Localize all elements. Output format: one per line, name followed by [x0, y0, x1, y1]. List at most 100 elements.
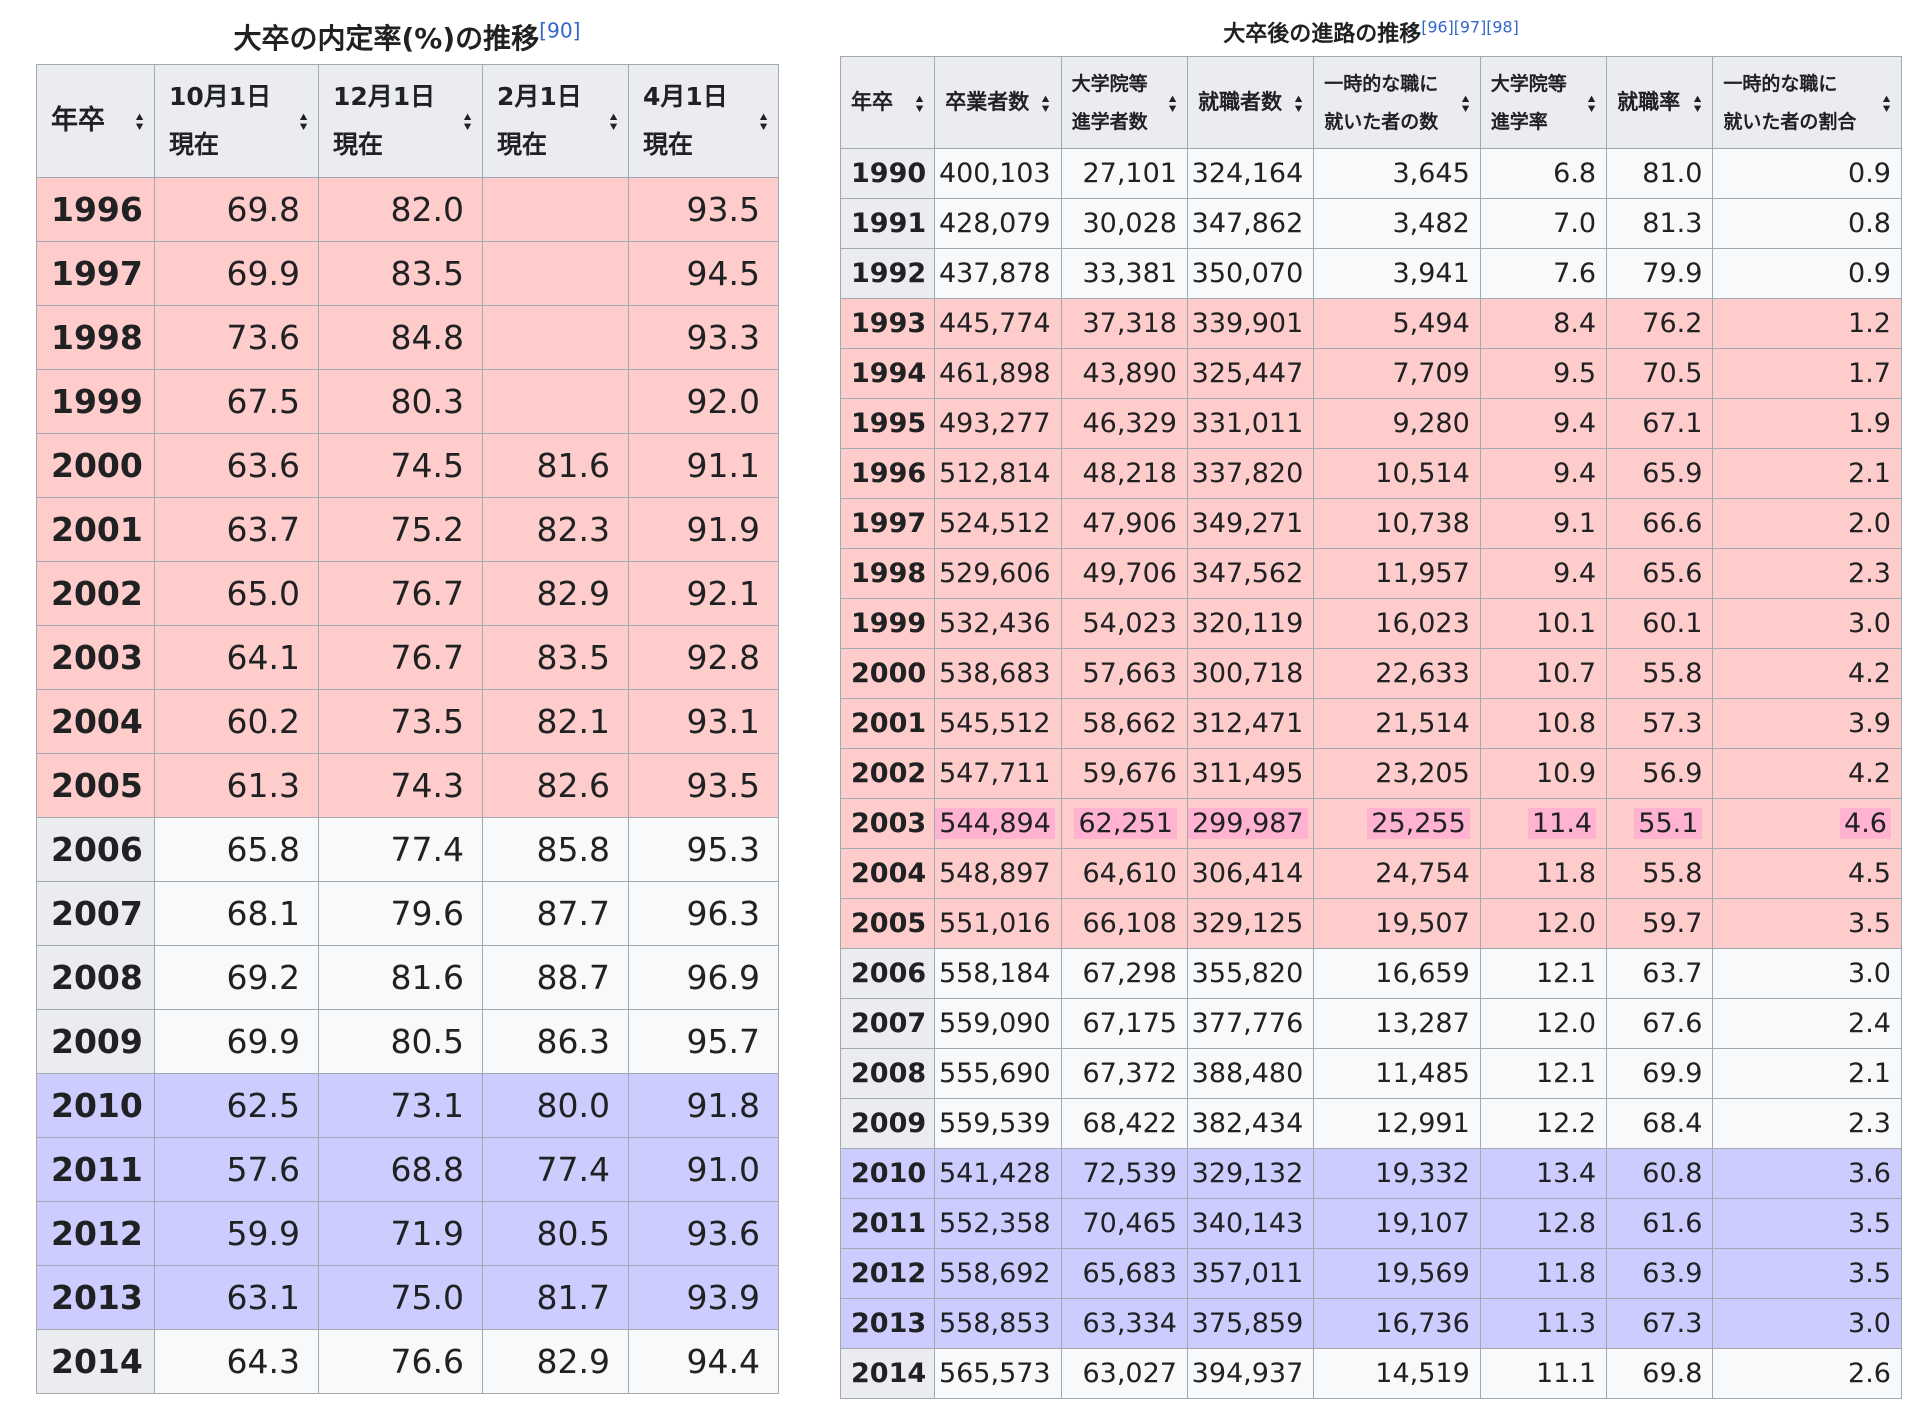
right-value-cell: 0.9 — [1712, 148, 1902, 199]
left-year-cell: 2008 — [36, 945, 155, 1010]
left-table-row: 1996 69.8 82.0 93.5 — [36, 177, 779, 242]
right-year-cell: 2013 — [839, 1298, 936, 1349]
left-value-cell: 94.5 — [628, 241, 779, 306]
right-value-text: 544,894 — [935, 808, 1055, 839]
left-header-col-0[interactable]: 年卒 ▲ ▼ — [36, 64, 155, 178]
right-table-row: 1999 532,436 54,023 320,119 16,023 10.1 60.1 3.… — [839, 598, 1902, 649]
right-value-cell: 388,480 — [1186, 1048, 1315, 1099]
right-value-cell: 13,287 — [1313, 998, 1481, 1049]
left-value-cell: 96.9 — [628, 945, 779, 1010]
right-value-cell: 7.0 — [1479, 198, 1608, 249]
right-header-text: 就いた者の数 — [1324, 110, 1439, 133]
left-value-cell: 73.6 — [154, 305, 319, 370]
left-header-text: 4月1日 — [643, 82, 728, 111]
sort-icon[interactable]: ▲ ▼ — [463, 111, 472, 131]
right-value-cell: 59.7 — [1606, 898, 1714, 949]
left-value-cell: 81.6 — [482, 433, 629, 498]
left-table-row: 1999 67.5 80.3 92.0 — [36, 369, 779, 434]
left-value-cell: 93.9 — [628, 1265, 779, 1330]
right-header-col-5[interactable]: 大学院等 進学率 ▲ ▼ — [1479, 56, 1608, 149]
right-value-cell: 55.1 — [1606, 798, 1714, 849]
left-value-cell — [482, 305, 629, 370]
left-table-ref-link[interactable]: [90] — [539, 18, 581, 43]
right-value-cell: 558,692 — [934, 1248, 1062, 1299]
right-header-col-2[interactable]: 大学院等 進学者数 ▲ ▼ — [1060, 56, 1188, 149]
sort-icon[interactable]: ▲ ▼ — [609, 111, 618, 131]
right-header-text: 就いた者の割合 — [1723, 110, 1857, 133]
right-year-cell: 1995 — [839, 398, 936, 449]
sort-icon[interactable]: ▲ ▼ — [1882, 92, 1891, 113]
right-value-cell: 558,184 — [934, 948, 1062, 999]
left-value-cell: 80.5 — [482, 1201, 629, 1266]
left-value-cell: 82.3 — [482, 497, 629, 562]
left-value-cell: 96.3 — [628, 881, 779, 946]
right-header-col-4[interactable]: 一時的な職に 就いた者の数 ▲ ▼ — [1313, 56, 1481, 149]
sort-icon[interactable]: ▲ ▼ — [915, 92, 924, 113]
right-table-row: 2008 555,690 67,372 388,480 11,485 12.1 69.9 2.… — [839, 1048, 1902, 1099]
left-value-cell: 94.4 — [628, 1329, 779, 1394]
left-year-cell: 2003 — [36, 625, 155, 690]
right-table-ref-links[interactable]: [96][97][98] — [1421, 17, 1519, 37]
right-value-cell: 70,465 — [1060, 1198, 1188, 1249]
right-year-cell: 1996 — [839, 448, 936, 499]
left-header-col-4[interactable]: 4月1日 現在 ▲ ▼ — [628, 64, 779, 178]
right-value-cell: 3,482 — [1313, 198, 1481, 249]
right-header-text: 一時的な職に — [1324, 72, 1439, 95]
right-header-col-7[interactable]: 一時的な職に 就いた者の割合 ▲ ▼ — [1712, 56, 1902, 149]
right-year-cell: 2006 — [839, 948, 936, 999]
right-value-cell: 60.8 — [1606, 1148, 1714, 1199]
left-header-col-2[interactable]: 12月1日 現在 ▲ ▼ — [318, 64, 483, 178]
left-value-cell: 92.8 — [628, 625, 779, 690]
right-value-cell: 67.3 — [1606, 1298, 1714, 1349]
left-value-cell: 82.9 — [482, 1329, 629, 1394]
right-header-col-1[interactable]: 卒業者数 ▲ ▼ — [934, 56, 1062, 149]
right-value-cell: 545,512 — [934, 698, 1062, 749]
right-header-col-0[interactable]: 年卒 ▲ ▼ — [839, 56, 936, 149]
right-table-row: 1990 400,103 27,101 324,164 3,645 6.8 81.0 0.9 — [839, 148, 1902, 199]
right-value-cell: 312,471 — [1186, 698, 1315, 749]
left-year-cell: 1998 — [36, 305, 155, 370]
right-table-row: 1996 512,814 48,218 337,820 10,514 9.4 65.9 2.1 — [839, 448, 1902, 499]
left-table-row: 2009 69.9 80.5 86.3 95.7 — [36, 1009, 779, 1074]
sort-icon[interactable]: ▲ ▼ — [759, 111, 768, 131]
sort-icon[interactable]: ▲ ▼ — [299, 111, 308, 131]
right-value-cell: 0.9 — [1712, 248, 1902, 299]
left-value-cell: 85.8 — [482, 817, 629, 882]
sort-icon[interactable]: ▲ ▼ — [1294, 92, 1303, 113]
right-table-row: 2002 547,711 59,676 311,495 23,205 10.9 56.9 4.… — [839, 748, 1902, 799]
left-header-col-3[interactable]: 2月1日 現在 ▲ ▼ — [482, 64, 629, 178]
right-value-cell: 11.4 — [1479, 798, 1608, 849]
left-table-row: 2007 68.1 79.6 87.7 96.3 — [36, 881, 779, 946]
sort-icon[interactable]: ▲ ▼ — [1587, 92, 1596, 113]
left-value-cell: 93.1 — [628, 689, 779, 754]
left-year-cell: 2001 — [36, 497, 155, 562]
right-year-cell: 2005 — [839, 898, 936, 949]
left-header-col-1[interactable]: 10月1日 現在 ▲ ▼ — [154, 64, 319, 178]
left-year-cell: 2010 — [36, 1073, 155, 1138]
sort-icon[interactable]: ▲ ▼ — [1042, 92, 1050, 113]
right-value-cell: 400,103 — [934, 148, 1062, 199]
right-value-cell: 67,372 — [1060, 1048, 1188, 1099]
right-header-col-6[interactable]: 就職率 ▲ ▼ — [1606, 56, 1714, 149]
right-value-cell: 4.2 — [1712, 748, 1902, 799]
right-value-cell: 544,894 — [934, 798, 1062, 849]
left-value-cell: 74.3 — [318, 753, 483, 818]
left-value-cell: 93.5 — [628, 753, 779, 818]
sort-icon[interactable]: ▲ ▼ — [1461, 92, 1469, 113]
right-year-cell: 2011 — [839, 1198, 936, 1249]
left-value-cell: 91.9 — [628, 497, 779, 562]
left-year-cell: 2014 — [36, 1329, 155, 1394]
right-value-cell: 300,718 — [1186, 648, 1315, 699]
sort-icon[interactable]: ▲ ▼ — [1694, 92, 1702, 113]
right-value-cell: 10.7 — [1479, 648, 1608, 699]
sort-icon[interactable]: ▲ ▼ — [1168, 92, 1177, 113]
right-value-cell: 11.8 — [1479, 1248, 1608, 1299]
right-value-cell: 461,898 — [934, 348, 1062, 399]
sort-icon[interactable]: ▲ ▼ — [135, 111, 144, 131]
right-header-text: 大学院等 — [1071, 72, 1148, 95]
left-value-cell: 80.3 — [318, 369, 483, 434]
left-year-cell: 2007 — [36, 881, 155, 946]
right-table-row: 2010 541,428 72,539 329,132 19,332 13.4 60.8 3.… — [839, 1148, 1902, 1199]
right-header-col-3[interactable]: 就職者数 ▲ ▼ — [1186, 56, 1315, 149]
right-value-cell: 329,132 — [1186, 1148, 1315, 1199]
